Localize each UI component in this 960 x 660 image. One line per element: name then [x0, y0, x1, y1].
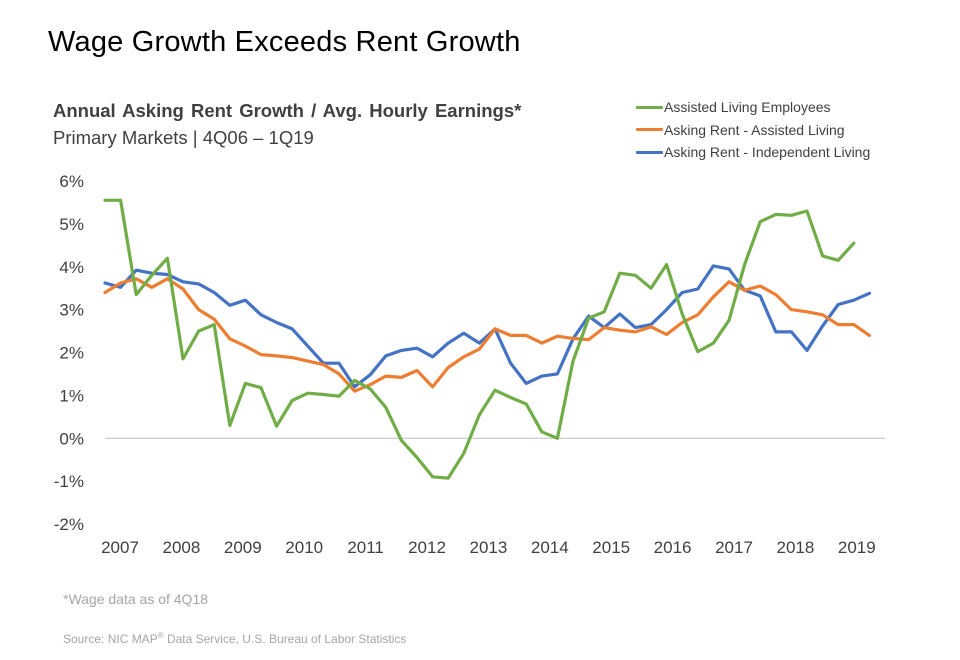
- y-tick-label: 4%: [59, 258, 84, 277]
- y-tick-label: 5%: [59, 215, 84, 234]
- source-suffix: Data Service, U.S. Bureau of Labor Stati…: [163, 632, 407, 646]
- legend-swatch: [636, 128, 663, 132]
- y-tick-label: -1%: [54, 472, 84, 491]
- legend-label: Asking Rent - Independent Living: [664, 144, 871, 161]
- page-title: Wage Growth Exceeds Rent Growth: [48, 26, 521, 58]
- source-prefix: Source: NIC MAP: [63, 632, 158, 646]
- x-tick-label: 2017: [715, 538, 753, 557]
- legend-swatch: [636, 105, 663, 109]
- legend-label: Assisted Living Employees: [664, 99, 831, 116]
- y-tick-label: -2%: [54, 515, 84, 534]
- series-line-assisted-living-employees: [103, 198, 856, 480]
- x-tick-label: 2013: [469, 538, 507, 557]
- series-lines: [103, 198, 872, 480]
- x-axis-labels: 2007 2008 2009 2010 2011 2012 2013 2014 2015 2016…: [101, 538, 876, 557]
- legend-item-asking-rent-independent-living: Asking Rent - Independent Living: [636, 141, 870, 164]
- legend-item-asking-rent-assisted-living: Asking Rent - Assisted Living: [636, 119, 870, 142]
- y-axis-labels: 6% 5% 4% 3% 2% 1% 0% -1% -2%: [54, 172, 84, 534]
- legend-label: Asking Rent - Assisted Living: [664, 121, 845, 138]
- y-tick-label: 2%: [59, 344, 84, 363]
- series-line-asking-rent-assisted-living: [103, 277, 872, 393]
- legend-item-assisted-living-employees: Assisted Living Employees: [636, 96, 870, 119]
- series-line-asking-rent-independent-living: [103, 264, 872, 389]
- x-tick-label: 2019: [838, 538, 876, 557]
- x-tick-label: 2018: [776, 538, 814, 557]
- x-tick-label: 2016: [654, 538, 692, 557]
- x-tick-label: 2014: [531, 538, 569, 557]
- chart-title: Annual Asking Rent Growth / Avg. Hourly …: [53, 100, 522, 121]
- chart-legend: Assisted Living Employees Asking Rent - …: [636, 96, 870, 164]
- x-tick-label: 2009: [224, 538, 262, 557]
- legend-swatch: [636, 150, 663, 154]
- x-tick-label: 2015: [592, 538, 630, 557]
- y-tick-label: 0%: [59, 429, 84, 448]
- y-tick-label: 3%: [59, 301, 84, 320]
- chart-subtitle: Primary Markets | 4Q06 – 1Q19: [53, 127, 314, 148]
- footnote: *Wage data as of 4Q18: [63, 591, 209, 607]
- x-tick-label: 2007: [101, 538, 139, 557]
- y-tick-label: 1%: [59, 386, 84, 405]
- x-tick-label: 2011: [347, 538, 384, 557]
- source-note: Source: NIC MAP® Data Service, U.S. Bure…: [63, 631, 406, 646]
- y-tick-label: 6%: [59, 172, 84, 191]
- x-tick-label: 2010: [285, 538, 323, 557]
- x-tick-label: 2012: [408, 538, 446, 557]
- x-tick-label: 2008: [162, 538, 200, 557]
- registered-mark: ®: [157, 631, 164, 640]
